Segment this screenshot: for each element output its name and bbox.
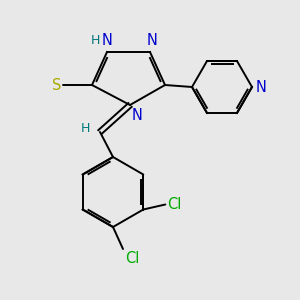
Text: N: N — [102, 33, 112, 48]
Text: S: S — [52, 77, 61, 92]
Text: H: H — [90, 34, 100, 46]
Text: H: H — [81, 122, 90, 134]
Text: Cl: Cl — [125, 251, 140, 266]
Text: N: N — [256, 80, 267, 94]
Text: N: N — [147, 33, 158, 48]
Text: N: N — [132, 108, 143, 123]
Text: Cl: Cl — [167, 197, 182, 212]
